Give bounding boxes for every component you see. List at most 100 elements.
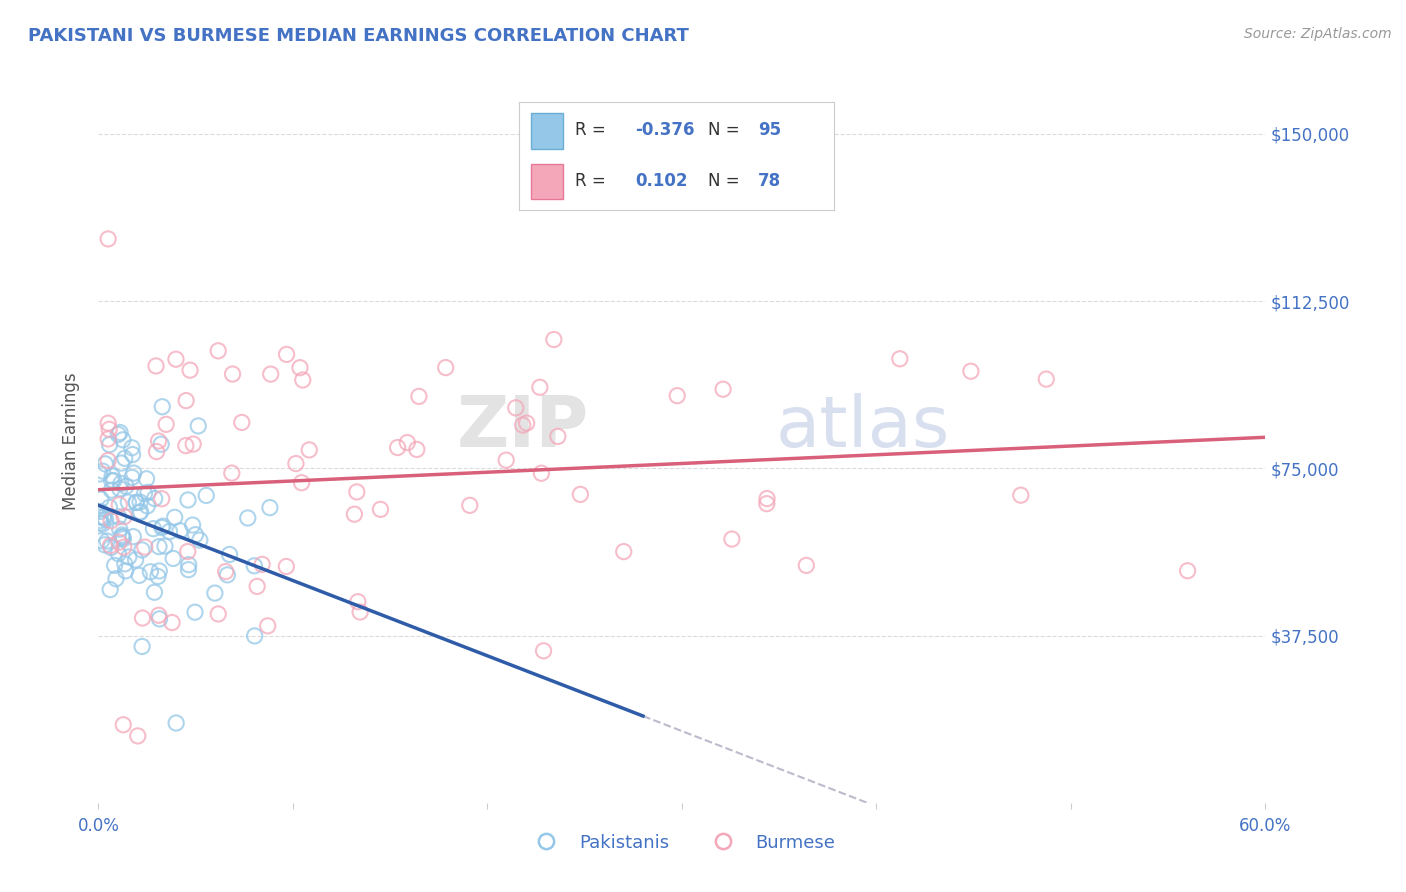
Point <box>121 470 143 484</box>
Point <box>284 457 307 471</box>
Point <box>755 497 778 511</box>
Text: ZIP: ZIP <box>457 392 589 461</box>
Point <box>131 543 153 558</box>
Point <box>181 437 204 451</box>
Point <box>155 417 177 432</box>
Point <box>148 564 170 578</box>
Point <box>114 451 136 466</box>
Point <box>288 360 311 375</box>
Point <box>104 572 127 586</box>
Point <box>108 522 131 536</box>
Point <box>179 363 201 377</box>
Point <box>112 532 135 546</box>
Point <box>108 535 131 549</box>
Point <box>97 453 120 467</box>
Point <box>148 434 170 448</box>
Point <box>117 495 139 509</box>
Point <box>135 472 157 486</box>
Point <box>207 343 229 358</box>
Point <box>108 498 131 512</box>
Point <box>111 530 134 544</box>
Point <box>347 595 370 609</box>
Point <box>243 629 266 643</box>
Point <box>100 541 122 555</box>
Point <box>794 558 817 573</box>
Point <box>711 382 734 396</box>
Point <box>131 640 153 654</box>
Point <box>136 485 159 500</box>
Point <box>89 504 111 518</box>
Text: Source: ZipAtlas.com: Source: ZipAtlas.com <box>1244 27 1392 41</box>
Point <box>613 544 636 558</box>
Point <box>163 510 186 524</box>
Point <box>103 474 125 488</box>
Point <box>169 524 191 538</box>
Point <box>94 512 117 526</box>
Point <box>195 488 218 502</box>
Point <box>107 509 129 524</box>
Point <box>91 464 114 478</box>
Point <box>159 524 181 539</box>
Point <box>108 482 131 496</box>
Point <box>114 557 136 571</box>
Point <box>236 511 259 525</box>
Point <box>122 530 145 544</box>
Point <box>217 567 239 582</box>
Point <box>108 425 131 440</box>
Point <box>177 493 200 508</box>
Point <box>125 495 148 509</box>
Point <box>98 500 121 515</box>
Point <box>145 359 167 373</box>
Point <box>177 563 200 577</box>
Point <box>889 351 911 366</box>
Point <box>543 333 565 347</box>
Point <box>259 500 281 515</box>
Point <box>134 540 156 554</box>
Point <box>89 509 111 524</box>
Point <box>93 510 115 524</box>
Point <box>184 527 207 541</box>
Point <box>960 364 983 378</box>
Point <box>112 540 135 554</box>
Y-axis label: Median Earnings: Median Earnings <box>62 373 80 510</box>
Point <box>1010 488 1032 502</box>
Point <box>243 558 266 573</box>
Point <box>221 367 243 381</box>
Point <box>187 418 209 433</box>
Point <box>276 559 298 574</box>
Point <box>107 547 129 561</box>
Point <box>370 502 392 516</box>
Point <box>150 491 173 506</box>
Point <box>112 509 135 524</box>
Point <box>98 437 121 451</box>
Point <box>150 520 173 534</box>
Point <box>142 522 165 536</box>
Point <box>1177 564 1199 578</box>
Point <box>90 533 112 548</box>
Point <box>516 416 538 430</box>
Point <box>291 373 314 387</box>
Point <box>148 612 170 626</box>
Point <box>115 479 138 493</box>
Point <box>177 558 200 572</box>
Point <box>128 506 150 520</box>
Point <box>100 514 122 528</box>
Point <box>204 586 226 600</box>
Point <box>165 352 187 367</box>
Point <box>100 483 122 498</box>
Point <box>150 437 173 451</box>
Point <box>162 551 184 566</box>
Point <box>177 544 200 558</box>
Point <box>110 476 132 491</box>
Point <box>90 516 112 530</box>
Point <box>89 467 111 481</box>
Point <box>260 367 283 381</box>
Point <box>111 528 134 542</box>
Point <box>256 619 278 633</box>
Point <box>188 533 211 548</box>
Point <box>114 564 136 578</box>
Point <box>145 444 167 458</box>
Point <box>104 558 127 573</box>
Point <box>94 457 117 471</box>
Point <box>396 435 419 450</box>
